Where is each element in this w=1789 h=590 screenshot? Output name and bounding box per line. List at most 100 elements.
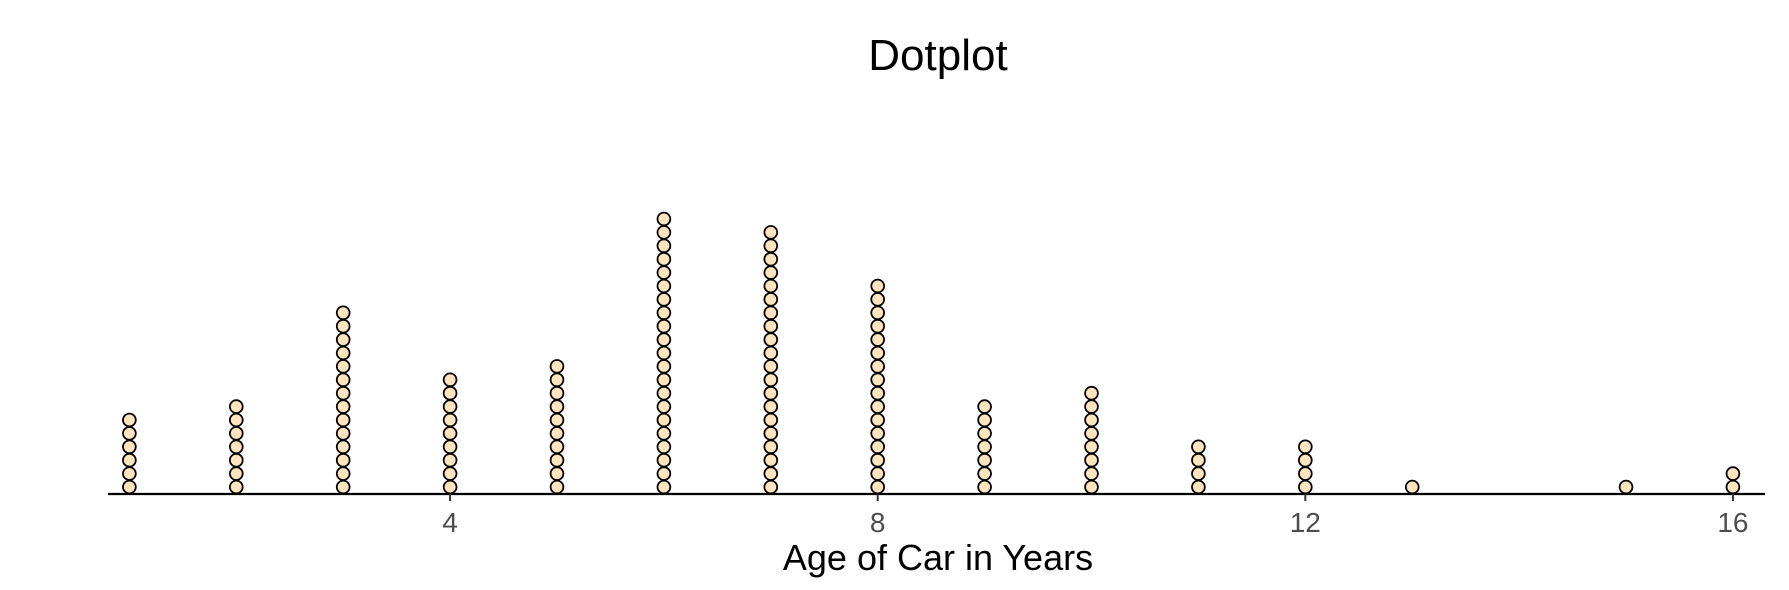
dot-age-8-16 [870, 278, 885, 294]
dot-age-3-10 [335, 359, 351, 374]
dot-age-5-4 [549, 439, 565, 455]
dot-age-3-9 [335, 372, 351, 388]
dot-age-7-11 [763, 345, 779, 361]
dot-age-2-4 [228, 439, 244, 455]
dot-age-9-7 [977, 399, 992, 414]
dot-age-10-5 [1084, 426, 1099, 441]
dot-age-8-11 [870, 345, 885, 361]
dots-layer [122, 211, 1741, 495]
dot-age-7-6 [763, 412, 779, 428]
dot-age-3-14 [335, 305, 351, 321]
dot-age-2-3 [228, 452, 244, 468]
x-tick-label-4: 4 [442, 507, 458, 538]
x-axis-title: Age of Car in Years [783, 537, 1093, 578]
dot-age-3-11 [335, 345, 351, 361]
dot-age-12-3 [1298, 452, 1313, 468]
dot-age-7-17 [763, 265, 779, 280]
x-tick-label-16: 16 [1717, 507, 1748, 538]
dot-age-6-5 [656, 426, 672, 441]
dot-age-11-3 [1191, 452, 1206, 468]
dot-age-4-3 [442, 452, 458, 468]
dot-age-4-8 [442, 385, 458, 401]
dot-age-3-4 [335, 439, 351, 455]
dot-age-9-3 [977, 452, 992, 468]
dot-age-10-6 [1084, 412, 1099, 428]
dot-age-6-13 [656, 318, 672, 334]
dot-age-1-6 [122, 412, 137, 428]
dot-age-8-5 [870, 426, 885, 441]
dot-age-5-1 [549, 479, 565, 495]
dot-age-8-7 [870, 399, 885, 414]
dot-age-1-1 [122, 479, 137, 495]
dot-age-12-1 [1298, 479, 1313, 495]
dot-age-5-8 [549, 385, 565, 401]
dot-age-7-4 [763, 439, 779, 455]
dot-age-10-4 [1084, 439, 1099, 455]
x-axis-ticks: 4 8 12 16 [442, 494, 1749, 538]
dot-age-6-9 [656, 372, 672, 388]
chart-title: Dotplot [868, 31, 1007, 80]
dot-age-7-19 [763, 238, 779, 254]
dot-age-8-13 [870, 318, 885, 334]
dot-age-1-3 [122, 452, 137, 468]
dot-age-7-16 [763, 278, 779, 294]
dot-age-4-5 [442, 426, 458, 441]
dot-age-6-12 [656, 332, 672, 347]
dot-age-4-6 [442, 412, 458, 428]
dot-age-8-10 [870, 359, 885, 374]
dot-age-5-5 [549, 426, 565, 441]
dot-age-6-14 [656, 305, 672, 321]
dot-age-11-4 [1191, 439, 1206, 455]
dot-age-5-2 [549, 466, 565, 481]
dot-age-2-1 [228, 479, 244, 495]
dot-age-3-2 [335, 466, 351, 481]
dot-age-9-1 [977, 479, 992, 495]
dot-age-2-2 [228, 466, 244, 481]
dot-age-4-1 [442, 479, 458, 495]
dot-age-3-1 [335, 479, 351, 495]
dot-age-7-3 [763, 452, 779, 468]
dot-age-2-5 [228, 426, 244, 441]
dot-age-6-4 [656, 439, 672, 455]
dot-age-6-3 [656, 452, 672, 468]
dot-age-10-3 [1084, 452, 1099, 468]
dot-age-7-14 [763, 305, 779, 321]
dot-age-8-8 [870, 385, 885, 401]
dot-age-5-6 [549, 412, 565, 428]
dot-age-3-6 [335, 412, 351, 428]
x-tick-label-12: 12 [1290, 507, 1321, 538]
dot-age-16-2 [1725, 466, 1741, 481]
dot-age-9-4 [977, 439, 992, 455]
dot-age-7-20 [763, 225, 779, 240]
dot-age-7-15 [763, 292, 779, 307]
dot-age-6-2 [656, 466, 672, 481]
dot-age-6-15 [656, 292, 672, 307]
dot-age-6-20 [656, 225, 672, 240]
dot-age-4-4 [442, 439, 458, 455]
dot-age-8-2 [870, 466, 885, 481]
dot-age-12-4 [1298, 439, 1313, 455]
dot-age-12-2 [1298, 466, 1313, 481]
dot-age-8-15 [870, 292, 885, 307]
dot-age-3-13 [335, 318, 351, 334]
dot-age-7-8 [763, 385, 779, 401]
dot-age-3-12 [335, 332, 351, 347]
dot-age-5-7 [549, 399, 565, 414]
dot-age-1-5 [122, 426, 137, 441]
dot-age-10-2 [1084, 466, 1099, 481]
dot-age-7-1 [763, 479, 779, 495]
dot-age-9-5 [977, 426, 992, 441]
dot-age-11-2 [1191, 466, 1206, 481]
dot-age-13-1 [1404, 479, 1420, 495]
dot-age-5-9 [549, 372, 565, 388]
dot-age-10-7 [1084, 399, 1099, 414]
dot-age-8-9 [870, 372, 885, 388]
dot-age-6-6 [656, 412, 672, 428]
dot-age-6-7 [656, 399, 672, 414]
dot-age-7-18 [763, 251, 779, 267]
dot-age-8-6 [870, 412, 885, 428]
dot-age-7-10 [763, 359, 779, 374]
dot-age-7-2 [763, 466, 779, 481]
dot-age-6-8 [656, 385, 672, 401]
dot-age-3-7 [335, 399, 351, 414]
